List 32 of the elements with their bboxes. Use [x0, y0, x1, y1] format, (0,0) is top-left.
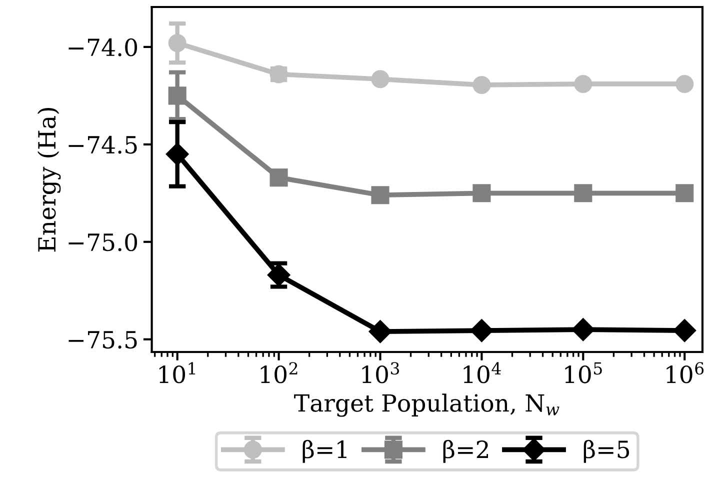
- y-tick-label: −75.0: [68, 233, 138, 252]
- point: [572, 318, 595, 342]
- y-tick-label: −74.5: [68, 136, 137, 154]
- point: [267, 264, 290, 287]
- point: [168, 34, 186, 52]
- point: [168, 86, 186, 105]
- point: [574, 184, 592, 202]
- y-tick-label: −75.5: [68, 331, 137, 349]
- point: [673, 319, 696, 342]
- point: [368, 320, 392, 344]
- point: [470, 319, 494, 342]
- x-tick-label: 10$^{4}$: [464, 362, 501, 384]
- x-tick-label: 10$^{1}$: [159, 362, 195, 384]
- x-tick-label: 10$^{6}$: [666, 362, 704, 384]
- legend-label: β=2: [443, 440, 488, 463]
- point: [472, 184, 491, 202]
- point: [371, 186, 390, 204]
- x-tick-label: 10$^{5}$: [565, 362, 602, 384]
- point: [270, 168, 288, 187]
- x-tick-label: 10$^{3}$: [362, 362, 400, 384]
- point: [472, 76, 491, 94]
- legend-label: β=1: [302, 440, 346, 463]
- point: [676, 74, 694, 94]
- point: [166, 142, 189, 166]
- legend-label: β=5: [584, 440, 630, 463]
- point: [676, 184, 694, 202]
- y-axis-title: Energy (Ha): [37, 108, 61, 252]
- point: [371, 70, 390, 88]
- x-tick-label: 10$^{2}$: [260, 362, 298, 384]
- x-axis-title: Target Population, N$_{w}$: [294, 394, 560, 417]
- y-tick-label: −74.0: [68, 38, 138, 56]
- point: [574, 74, 592, 94]
